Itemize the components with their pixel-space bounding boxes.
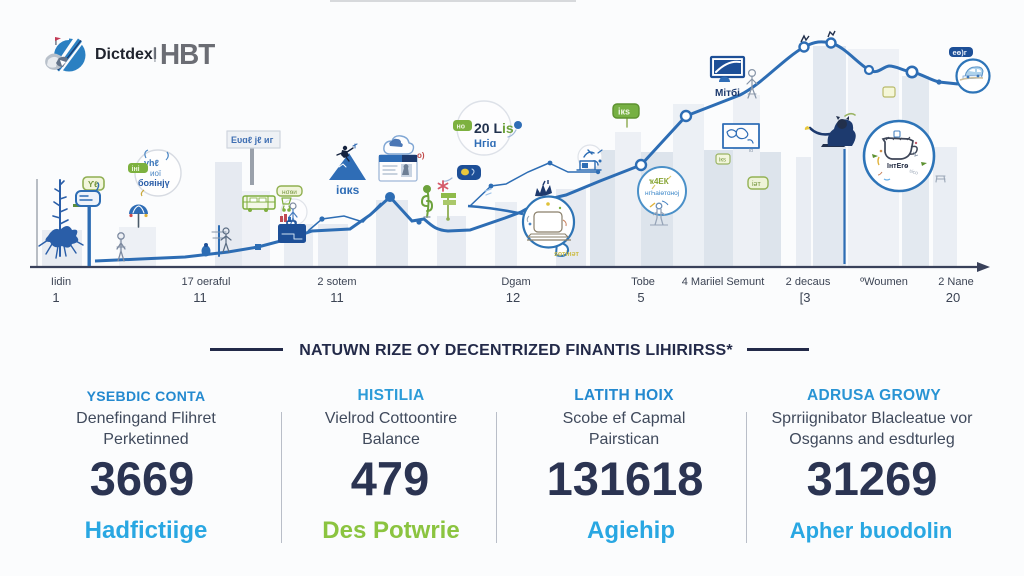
svg-text:ѕісо: ѕісо <box>908 168 919 177</box>
svg-text:ІнтЕгѳ: ІнтЕгѳ <box>887 163 908 170</box>
svg-text:иої: иої <box>150 169 162 178</box>
svg-text:Нгіɑ: Нгіɑ <box>474 138 496 150</box>
svg-text:Μітбі: Μітбі <box>715 87 740 99</box>
svg-text:іɑкѕ: іɑкѕ <box>336 183 360 197</box>
svg-text:20 Liѕ: 20 Liѕ <box>474 120 514 136</box>
svg-text:іəт: іəт <box>752 180 761 188</box>
svg-text:eө)г: eө)г <box>953 48 967 57</box>
svg-text:бояінϳү: бояінϳү <box>138 178 170 188</box>
svg-text:ҡ4ЕК: ҡ4ЕК <box>649 177 669 186</box>
svg-text:ікѕ: ікѕ <box>618 107 630 117</box>
svg-text:но: но <box>457 124 466 131</box>
svg-text:үһℓ: үһℓ <box>144 158 160 168</box>
svg-text:нгҺаіөтɑноϳ: нгҺаіөтɑноϳ <box>645 189 679 197</box>
svg-text:іні: іні <box>132 165 140 173</box>
svg-text:ο): ο) <box>417 151 425 160</box>
svg-text:нσѳи: нσѳи <box>282 189 297 196</box>
svg-text:ікѕ: ікѕ <box>719 158 726 164</box>
svg-text:іɑ: іɑ <box>749 148 753 154</box>
svg-text:ϒℓ: ϒℓ <box>88 180 98 189</box>
svg-text:ѕотінəт: ѕотінəт <box>554 250 579 258</box>
svg-text:Ευɑℓ јℓ иг: Ευɑℓ јℓ иг <box>231 135 274 145</box>
